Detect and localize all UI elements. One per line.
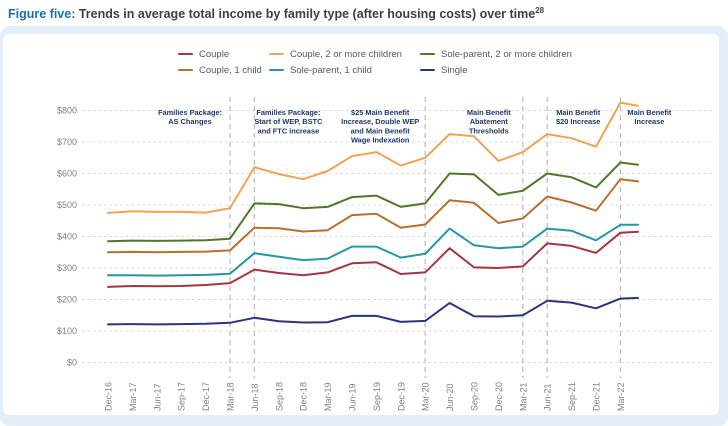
legend-swatch: [269, 52, 284, 56]
x-tick-label: Dec-16: [104, 382, 114, 411]
y-tick-label: $700: [57, 137, 77, 147]
x-tick-label: Dec-19: [396, 382, 406, 411]
x-tick-label: Jun-17: [152, 383, 162, 411]
series-line-single: [107, 296, 639, 326]
x-tick-label: Sep-18: [274, 382, 284, 411]
y-tick-label: $200: [57, 295, 77, 305]
x-tick-label: Mar-21: [518, 382, 528, 411]
legend-item: Sole-parent, 1 child: [269, 62, 420, 78]
legend-label: Couple, 2 or more children: [290, 48, 402, 60]
x-tick-label: Mar-19: [323, 382, 333, 411]
x-tick-label: Mar-20: [421, 382, 431, 411]
x-tick-label: Sep-19: [372, 382, 382, 411]
x-tick-label: Dec-18: [299, 382, 309, 411]
event-annotation: Main Benefit Abatement Thresholds: [467, 108, 511, 135]
x-tick-label: Dec-21: [592, 382, 602, 411]
x-tick-label: Dec-17: [201, 382, 211, 411]
y-tick-label: $500: [57, 200, 77, 210]
legend-label: Sole-parent, 2 or more children: [441, 48, 572, 60]
legend-label: Couple: [199, 48, 230, 60]
x-tick-label: Jun-20: [445, 383, 455, 411]
legend-swatch: [178, 52, 193, 56]
figure-title-text: Trends in average total income by family…: [75, 7, 536, 22]
x-tick-label: Mar-18: [226, 382, 236, 411]
x-tick-label: Jun-18: [250, 383, 260, 411]
legend-item: Single: [420, 62, 572, 78]
chart-svg: $0 $100 $200 $300 $400 $500 $600 $700 $800 Dec-16…: [57, 97, 715, 411]
x-tick-label: Dec-20: [494, 382, 504, 411]
legend-label: Single: [441, 64, 468, 76]
series-line-couple: [107, 230, 639, 288]
figure-label: Figure five:: [8, 7, 76, 22]
event-annotation: Main Benefit $20 Increase: [556, 108, 601, 126]
y-tick-label: $100: [57, 326, 77, 336]
chart-area: $0 $100 $200 $300 $400 $500 $600 $700 $800 Dec-16…: [3, 34, 719, 415]
event-annotation: Main Benefit Increase: [627, 108, 671, 126]
x-tick-label: Jun-19: [348, 383, 358, 411]
event-annotation: Families Package: Start of WEP, BSTC and F…: [254, 108, 323, 135]
x-tick-label: Mar-22: [616, 382, 626, 411]
x-tick-label: Jun-21: [543, 383, 553, 411]
y-tick-label: $600: [57, 169, 77, 179]
legend-item: Couple: [178, 46, 269, 62]
event-annotation: Families Package: AS Changes: [158, 108, 222, 126]
x-tick-label: Sep-17: [177, 382, 187, 411]
figure-title-footnote: 28: [535, 6, 545, 15]
y-tick-label: $0: [67, 358, 77, 368]
legend-item: Couple, 2 or more children: [269, 46, 420, 62]
legend-swatch: [420, 52, 435, 56]
legend-item: Couple, 1 child: [178, 62, 269, 78]
y-tick-label: $400: [57, 232, 77, 242]
legend-swatch: [269, 68, 284, 72]
legend-item: Sole-parent, 2 or more children: [420, 46, 572, 62]
legend-swatch: [420, 68, 435, 72]
y-tick-label: $300: [57, 263, 77, 273]
figure-panel: Couple Couple, 2 or more children Sole-par…: [0, 26, 728, 426]
legend-label: Couple, 1 child: [199, 64, 262, 76]
figure-title: Figure five: Trends in average total inc…: [8, 6, 544, 21]
y-tick-label: $800: [57, 106, 77, 116]
chart-legend: Couple Couple, 2 or more children Sole-par…: [178, 46, 572, 78]
legend-label: Sole-parent, 1 child: [290, 64, 372, 76]
series-line-couple-2-or-more-children: [107, 101, 639, 214]
series-line-sole-parent-2-or-more-children: [107, 161, 639, 243]
chart-card: Couple Couple, 2 or more children Sole-par…: [3, 34, 719, 415]
series-line-couple-1-child: [107, 178, 639, 254]
x-tick-label: Sep-21: [567, 382, 577, 411]
x-tick-label: Mar-17: [128, 382, 138, 411]
legend-swatch: [178, 68, 193, 72]
x-tick-label: Sep-20: [470, 382, 480, 411]
series-line-sole-parent-1-child: [107, 223, 639, 277]
event-annotation: $25 Main Benefit Increase, Double WEP and …: [341, 108, 419, 145]
